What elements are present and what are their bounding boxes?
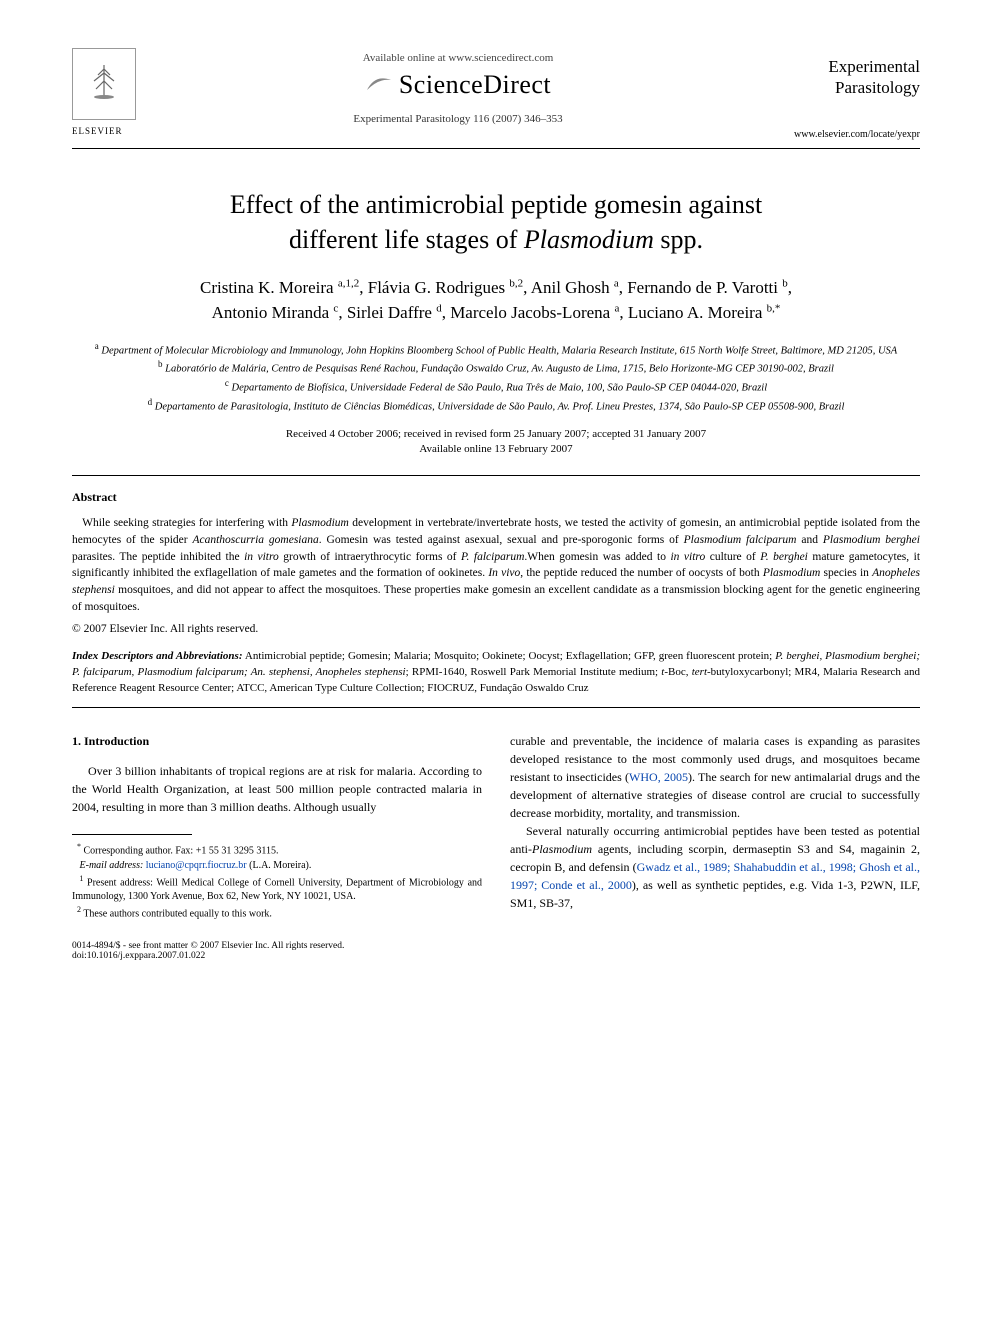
title-line2-post: spp. [654, 225, 703, 254]
author-2: Flávia G. Rodrigues [368, 278, 505, 297]
footnotes: * Corresponding author. Fax: +1 55 31 32… [72, 841, 482, 921]
elsevier-tree-icon [84, 61, 124, 107]
affiliation-d: d Departamento de Parasitologia, Institu… [92, 396, 900, 415]
footer-front-matter: 0014-4894/$ - see front matter © 2007 El… [72, 941, 344, 951]
journal-brand-line2: Parasitology [780, 77, 920, 98]
author-8: Luciano A. Moreira [628, 303, 763, 322]
right-column: curable and preventable, the incidence o… [510, 732, 920, 921]
footer-left: 0014-4894/$ - see front matter © 2007 El… [72, 941, 344, 961]
date-received: Received 4 October 2006; received in rev… [72, 427, 920, 442]
author-1-sup: a,1,2 [338, 277, 359, 289]
page-container: ELSEVIER Available online at www.science… [0, 0, 992, 1001]
header-center: Available online at www.sciencedirect.co… [136, 48, 780, 125]
author-6: Sirlei Daffre [347, 303, 432, 322]
affiliation-a: a Department of Molecular Microbiology a… [92, 340, 900, 359]
date-available: Available online 13 February 2007 [72, 442, 920, 457]
affiliation-c: c Departamento de Biofísica, Universidad… [92, 377, 900, 396]
affiliations: a Department of Molecular Microbiology a… [92, 340, 900, 415]
author-6-sup: d [436, 303, 442, 315]
author-3: Anil Ghosh [531, 278, 610, 297]
journal-brand: Experimental Parasitology [780, 56, 920, 99]
author-7-sup: a [614, 303, 619, 315]
abstract-bottom-rule [72, 707, 920, 708]
available-online-text: Available online at www.sciencedirect.co… [136, 52, 780, 64]
footnote-rule [72, 834, 192, 835]
author-list: Cristina K. Moreira a,1,2, Flávia G. Rod… [102, 275, 890, 326]
keywords: Index Descriptors and Abbreviations: Ant… [72, 649, 920, 697]
affiliation-b: b Laboratório de Malária, Centro de Pesq… [92, 358, 900, 377]
author-5-sup: c [333, 303, 338, 315]
header-right: Experimental Parasitology www.elsevier.c… [780, 48, 920, 140]
author-5: Antonio Miranda [212, 303, 330, 322]
elsevier-logo [72, 48, 136, 120]
intro-paragraph-1-cont: curable and preventable, the incidence o… [510, 732, 920, 822]
abstract-heading: Abstract [72, 490, 920, 505]
intro-heading: 1. Introduction [72, 732, 482, 750]
journal-brand-line1: Experimental [780, 56, 920, 77]
article-title: Effect of the antimicrobial peptide gome… [112, 187, 880, 257]
body-columns: 1. Introduction Over 3 billion inhabitan… [72, 732, 920, 921]
header-rule [72, 148, 920, 149]
intro-paragraph-1: Over 3 billion inhabitants of tropical r… [72, 762, 482, 816]
title-line1: Effect of the antimicrobial peptide gome… [230, 190, 762, 219]
footer-doi: doi:10.1016/j.exppara.2007.01.022 [72, 951, 344, 961]
abstract-body: While seeking strategies for interfering… [72, 515, 920, 615]
author-7: Marcelo Jacobs-Lorena [450, 303, 610, 322]
journal-citation-line: Experimental Parasitology 116 (2007) 346… [136, 113, 780, 125]
author-1: Cristina K. Moreira [200, 278, 334, 297]
abstract-top-rule [72, 475, 920, 476]
sciencedirect-brand: ScienceDirect [136, 70, 780, 103]
header-row: ELSEVIER Available online at www.science… [72, 48, 920, 140]
corresponding-email-link[interactable]: luciano@cpqrr.fiocruz.br [146, 860, 247, 871]
author-4: Fernando de P. Varotti [627, 278, 778, 297]
title-line2-italic: Plasmodium [524, 225, 654, 254]
left-column: 1. Introduction Over 3 billion inhabitan… [72, 732, 482, 921]
citation-who-2005[interactable]: WHO, 2005 [629, 770, 688, 784]
title-line2-pre: different life stages of [289, 225, 524, 254]
sciencedirect-swoosh-icon [365, 72, 393, 103]
author-3-sup: a [614, 277, 619, 289]
author-2-sup: b,2 [509, 277, 523, 289]
elsevier-label: ELSEVIER [72, 126, 123, 136]
page-footer: 0014-4894/$ - see front matter © 2007 El… [72, 941, 920, 961]
author-4-sup: b [782, 277, 788, 289]
article-dates: Received 4 October 2006; received in rev… [72, 427, 920, 458]
footnote-1: 1 Present address: Weill Medical College… [72, 873, 482, 904]
abstract-copyright: © 2007 Elsevier Inc. All rights reserved… [72, 623, 920, 635]
sciencedirect-text: ScienceDirect [399, 70, 551, 99]
intro-paragraph-2: Several naturally occurring antimicrobia… [510, 822, 920, 912]
header-left: ELSEVIER [72, 48, 136, 136]
footnote-email: E-mail address: luciano@cpqrr.fiocruz.br… [72, 859, 482, 873]
author-8-sup: b,* [767, 303, 781, 315]
keywords-label: Index Descriptors and Abbreviations: [72, 650, 243, 662]
footnote-2: 2 These authors contributed equally to t… [72, 904, 482, 921]
footnote-corresponding: * Corresponding author. Fax: +1 55 31 32… [72, 841, 482, 858]
journal-url: www.elsevier.com/locate/yexpr [780, 129, 920, 140]
